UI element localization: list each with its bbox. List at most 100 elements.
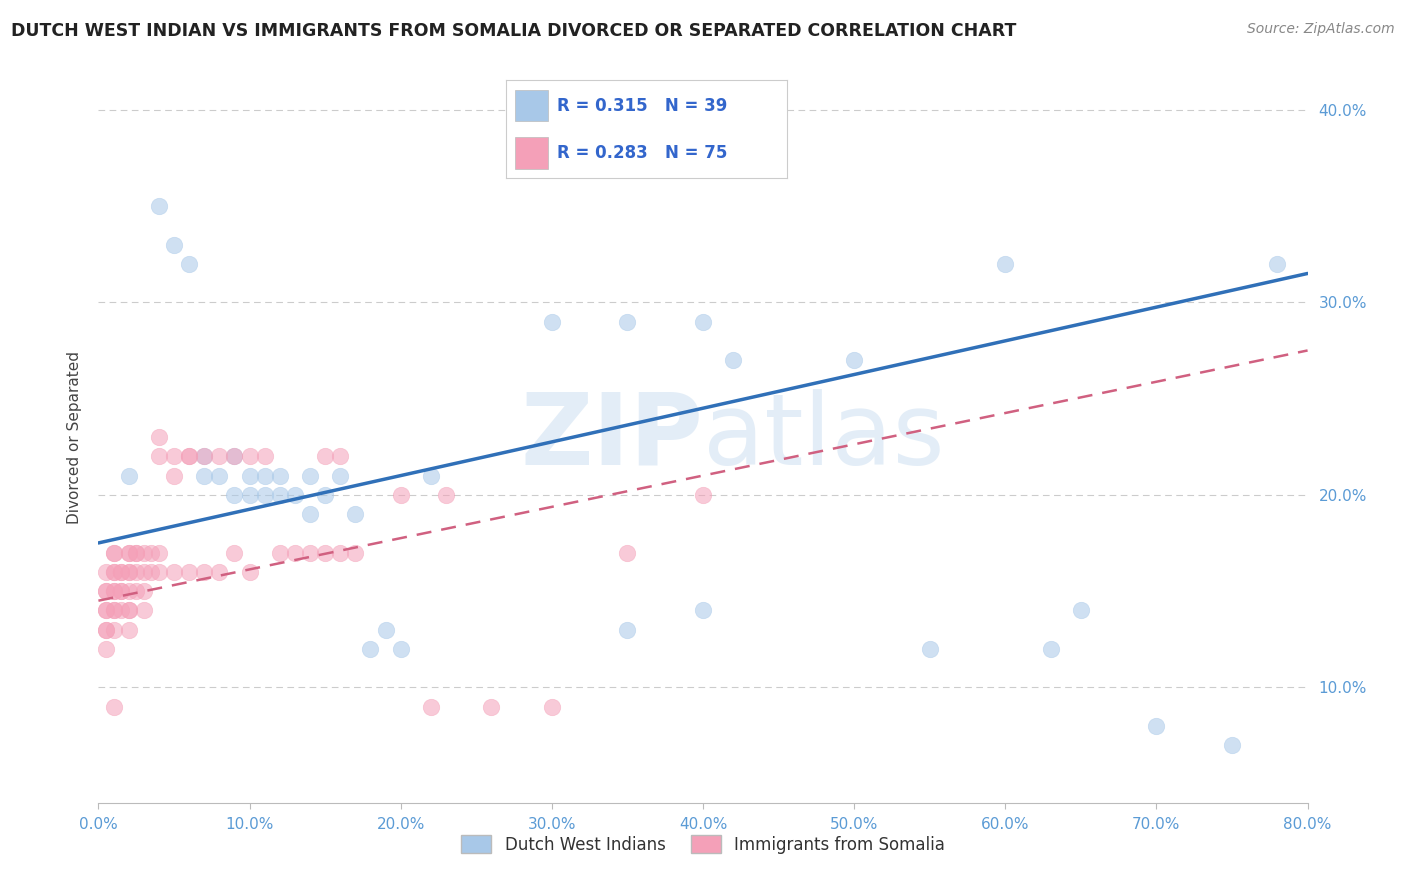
Point [329, 468, 352, 483]
Point [481, 699, 503, 714]
Point [118, 565, 141, 579]
Point [103, 584, 125, 599]
Point [1039, 641, 1062, 656]
Text: R = 0.283   N = 75: R = 0.283 N = 75 [557, 144, 727, 161]
Point [193, 565, 215, 579]
Point [125, 545, 148, 559]
Point [208, 468, 231, 483]
Point [103, 545, 125, 559]
Y-axis label: Divorced or Separated: Divorced or Separated [67, 351, 83, 524]
Point [1070, 603, 1092, 617]
Point [314, 488, 336, 502]
Point [118, 603, 141, 617]
Point [118, 584, 141, 599]
Point [179, 257, 201, 271]
Legend: Dutch West Indians, Immigrants from Somalia: Dutch West Indians, Immigrants from Soma… [454, 829, 952, 860]
Text: R = 0.315   N = 39: R = 0.315 N = 39 [557, 97, 727, 115]
Point [1267, 257, 1289, 271]
Point [224, 545, 246, 559]
Point [389, 488, 412, 502]
Point [616, 545, 638, 559]
Point [616, 623, 638, 637]
Text: atlas: atlas [703, 389, 945, 485]
Point [118, 603, 141, 617]
Point [110, 584, 132, 599]
Point [284, 545, 307, 559]
Point [299, 468, 322, 483]
Point [118, 623, 141, 637]
Point [224, 450, 246, 464]
Point [269, 468, 291, 483]
Point [299, 545, 322, 559]
FancyBboxPatch shape [515, 90, 548, 121]
Point [844, 353, 866, 368]
Point [692, 315, 714, 329]
Point [434, 488, 457, 502]
Point [616, 315, 638, 329]
Text: DUTCH WEST INDIAN VS IMMIGRANTS FROM SOMALIA DIVORCED OR SEPARATED CORRELATION C: DUTCH WEST INDIAN VS IMMIGRANTS FROM SOM… [11, 22, 1017, 40]
Point [94, 641, 117, 656]
Point [239, 468, 262, 483]
Point [148, 545, 170, 559]
Point [224, 488, 246, 502]
Point [118, 545, 141, 559]
Point [125, 545, 148, 559]
Point [193, 450, 215, 464]
Point [723, 353, 745, 368]
Point [125, 584, 148, 599]
Point [94, 623, 117, 637]
Point [94, 565, 117, 579]
Point [103, 603, 125, 617]
Point [540, 315, 562, 329]
Point [118, 545, 141, 559]
Point [374, 623, 396, 637]
Point [141, 565, 163, 579]
Point [239, 488, 262, 502]
Point [132, 603, 155, 617]
Point [299, 507, 322, 521]
Point [692, 603, 714, 617]
Text: ZIP: ZIP [520, 389, 703, 485]
Point [103, 584, 125, 599]
Point [94, 603, 117, 617]
Point [103, 603, 125, 617]
Point [103, 545, 125, 559]
Point [284, 488, 307, 502]
Point [179, 565, 201, 579]
Point [94, 584, 117, 599]
FancyBboxPatch shape [515, 137, 548, 169]
Point [179, 450, 201, 464]
Point [132, 584, 155, 599]
Point [103, 565, 125, 579]
Point [329, 545, 352, 559]
Point [314, 545, 336, 559]
Point [141, 545, 163, 559]
Point [360, 641, 382, 656]
Point [94, 623, 117, 637]
Point [125, 565, 148, 579]
Point [163, 450, 186, 464]
Point [110, 603, 132, 617]
Point [208, 450, 231, 464]
Point [329, 450, 352, 464]
Point [110, 565, 132, 579]
Point [269, 488, 291, 502]
Point [193, 468, 215, 483]
Point [1144, 719, 1167, 733]
Point [994, 257, 1017, 271]
Point [239, 450, 262, 464]
Point [132, 545, 155, 559]
Point [163, 237, 186, 252]
Point [103, 565, 125, 579]
Point [148, 565, 170, 579]
Point [118, 565, 141, 579]
Point [118, 468, 141, 483]
Point [163, 565, 186, 579]
Point [918, 641, 941, 656]
Point [110, 565, 132, 579]
Point [148, 450, 170, 464]
Point [692, 488, 714, 502]
Point [1220, 738, 1243, 752]
Point [224, 450, 246, 464]
Point [253, 450, 276, 464]
